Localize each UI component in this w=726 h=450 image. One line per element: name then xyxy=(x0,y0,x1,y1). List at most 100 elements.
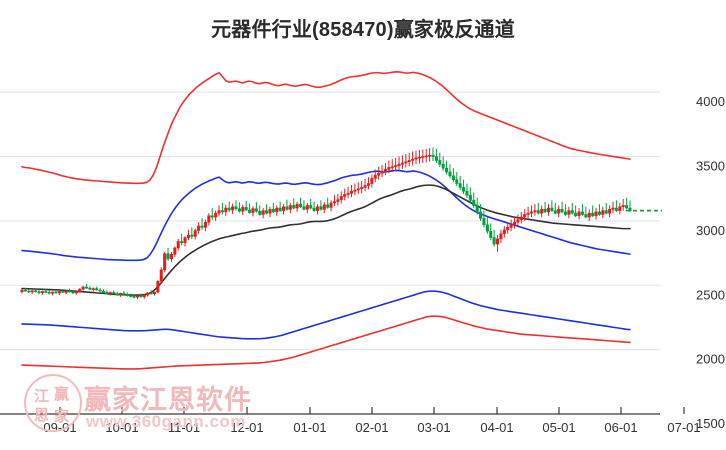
candlestick xyxy=(237,202,241,213)
candlestick xyxy=(135,295,140,300)
candlestick xyxy=(373,169,377,183)
candle-body xyxy=(81,286,85,290)
candle-body xyxy=(353,189,357,192)
candlestick xyxy=(431,147,435,162)
candlestick xyxy=(451,168,455,183)
candle-body xyxy=(329,202,333,208)
candlestick xyxy=(421,149,425,163)
candle-body xyxy=(309,205,313,209)
candle-body xyxy=(129,295,133,297)
candlestick xyxy=(400,155,404,169)
candle-body xyxy=(428,154,432,157)
candlestick xyxy=(193,228,197,240)
candle-body xyxy=(251,208,255,213)
candle-body xyxy=(360,187,364,190)
candlestick xyxy=(597,204,601,216)
candle-body xyxy=(68,290,72,293)
candlestick xyxy=(23,287,27,292)
candlestick xyxy=(278,201,282,212)
candlestick xyxy=(118,292,123,297)
candlestick xyxy=(88,286,92,291)
channel-band-lower-inner-band xyxy=(21,290,631,340)
candlestick xyxy=(302,200,306,211)
candle-body xyxy=(271,209,275,213)
candle-body xyxy=(40,291,44,294)
candlestick xyxy=(268,206,272,218)
candlestick xyxy=(156,280,160,294)
candlestick xyxy=(502,226,506,238)
y-axis-tick-label: 3000 xyxy=(696,223,725,238)
candle-body xyxy=(421,156,425,158)
candlestick xyxy=(526,206,530,219)
candle-body xyxy=(618,206,622,211)
candlestick xyxy=(220,202,224,215)
x-axis-tick-label: 04-01 xyxy=(480,420,513,435)
candle-body xyxy=(118,292,123,296)
candlestick xyxy=(366,177,370,190)
candlestick xyxy=(115,291,119,296)
candlestick xyxy=(292,198,296,210)
candlestick xyxy=(68,288,72,293)
candle-body xyxy=(224,207,228,213)
candle-body xyxy=(339,196,343,200)
candle-body xyxy=(411,158,415,161)
candle-body xyxy=(169,254,173,260)
candlestick xyxy=(186,229,190,241)
candle-body xyxy=(346,192,350,195)
candlestick xyxy=(546,204,551,216)
candlestick xyxy=(288,202,292,214)
candle-body xyxy=(516,219,520,223)
candlestick xyxy=(101,289,106,293)
candlestick xyxy=(98,288,102,292)
x-axis-tick-label: 07-01 xyxy=(667,420,700,435)
candlestick xyxy=(180,233,184,246)
candlestick xyxy=(587,209,591,221)
candle-body xyxy=(220,210,224,213)
candlestick xyxy=(64,290,68,295)
candle-body xyxy=(492,237,496,245)
candlestick-series xyxy=(20,147,632,300)
candle-body xyxy=(258,210,262,215)
candlestick xyxy=(183,236,187,247)
candlestick xyxy=(81,285,85,291)
candle-body xyxy=(591,212,595,217)
candle-body xyxy=(190,234,194,237)
candle-body xyxy=(448,171,452,177)
candlestick xyxy=(390,159,394,172)
candle-body xyxy=(115,293,119,296)
candle-body xyxy=(275,207,279,213)
candlestick xyxy=(407,152,411,167)
candlestick xyxy=(591,205,595,218)
candle-body xyxy=(295,203,299,209)
candle-body xyxy=(584,214,588,218)
candlestick xyxy=(122,290,126,296)
candle-body xyxy=(577,211,581,217)
candlestick xyxy=(275,205,279,216)
candlestick xyxy=(254,202,258,213)
candlestick xyxy=(163,251,167,273)
x-axis-group xyxy=(0,407,685,415)
candlestick xyxy=(512,217,517,229)
candle-body xyxy=(210,215,214,218)
candle-body xyxy=(217,210,221,214)
candle-body xyxy=(621,205,625,208)
candle-body xyxy=(580,211,584,215)
candle-body xyxy=(227,207,231,211)
candlestick xyxy=(244,200,248,212)
candle-body xyxy=(394,165,398,168)
candle-body xyxy=(27,290,31,293)
candle-body xyxy=(625,205,629,209)
x-axis-tick-label: 11-01 xyxy=(168,420,200,435)
candlestick xyxy=(248,203,252,214)
candle-body xyxy=(278,207,282,211)
candlestick xyxy=(462,179,466,194)
candlestick xyxy=(584,206,588,219)
candle-body xyxy=(139,295,143,298)
candlestick xyxy=(142,294,146,299)
candlestick xyxy=(489,223,493,241)
candle-body xyxy=(523,214,527,218)
candlestick xyxy=(441,156,445,171)
candle-body xyxy=(594,211,598,217)
candle-body xyxy=(98,289,102,292)
